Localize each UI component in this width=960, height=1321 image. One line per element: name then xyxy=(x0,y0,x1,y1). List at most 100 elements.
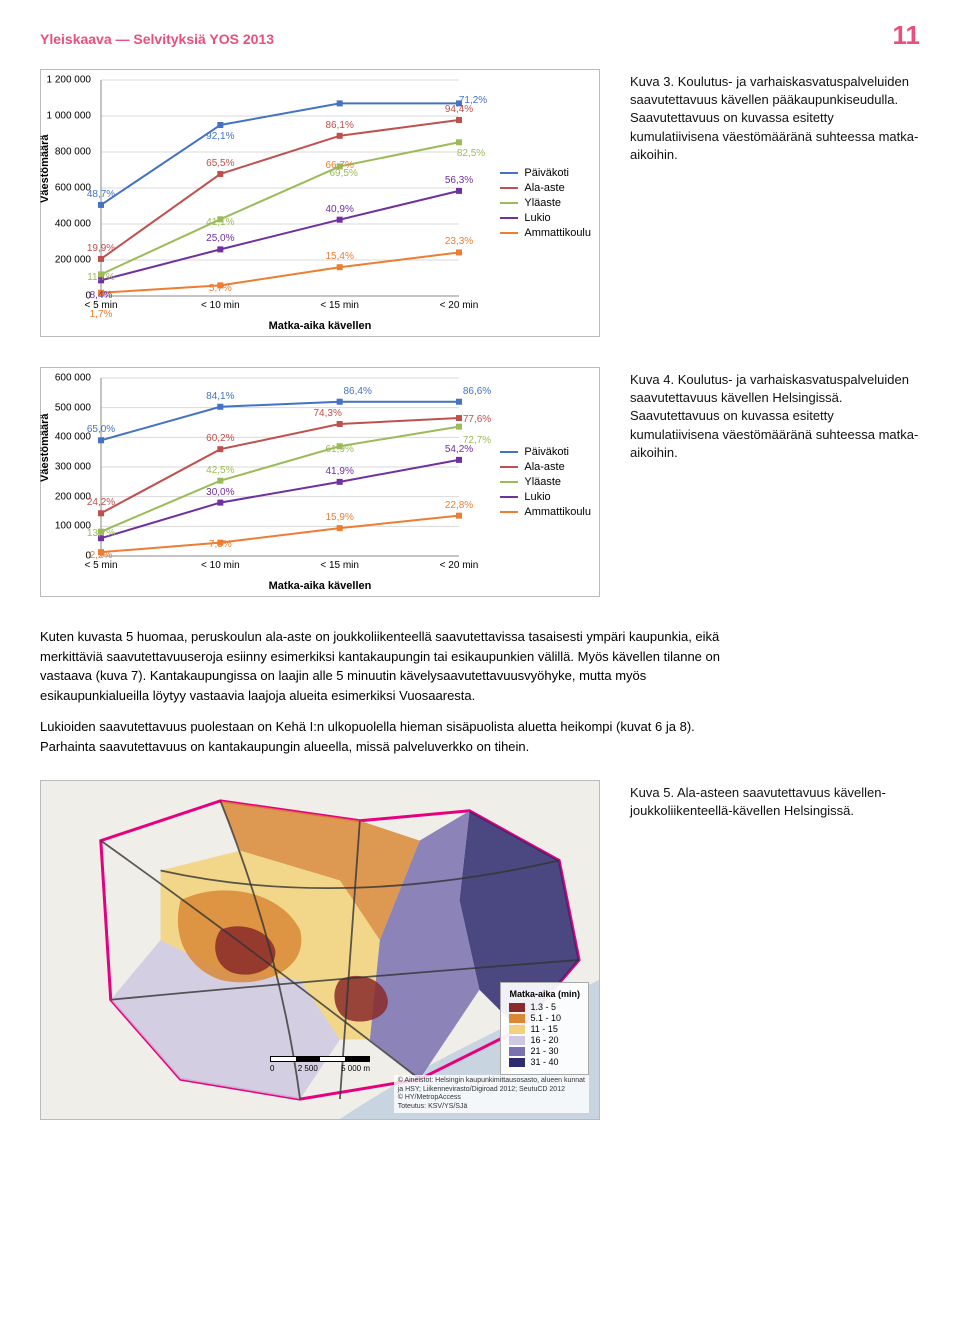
caption1-title: Kuva 3. xyxy=(630,74,674,89)
legend-label: Ammattikoulu xyxy=(524,227,591,239)
legend-swatch xyxy=(500,481,518,483)
map-credits-3: Toteutus: KSV/YS/SJä xyxy=(398,1103,585,1111)
chart2-plot: 65,0%84,1%86,4%86,6%24,2%60,2%74,3%77,6%… xyxy=(101,378,459,556)
ytick-label: 300 000 xyxy=(55,462,91,473)
map-legend-swatch xyxy=(509,1047,525,1056)
caption3: Kuva 5. Ala-asteen saavutettavuus kävell… xyxy=(630,780,920,820)
chart1-plot: 48,7%92,1%71,2%19,9%65,5%86,1%94,4%11,7%… xyxy=(101,80,459,296)
ytick-label: 800 000 xyxy=(55,147,91,158)
map-legend-title: Matka-aika (min) xyxy=(509,989,580,999)
legend-label: Päiväkoti xyxy=(524,446,569,458)
chart1-xticks: < 5 min< 10 min< 15 min< 20 min xyxy=(101,300,459,314)
legend-swatch xyxy=(500,172,518,174)
caption2-title: Kuva 4. xyxy=(630,372,674,387)
chart-datalabel: 41,1% xyxy=(206,217,234,228)
header-title: Yleiskaava — Selvityksiä YOS 2013 xyxy=(40,31,274,47)
chart-datalabel: 60,2% xyxy=(206,433,234,444)
map-scalebar: 0 2 500 5 000 m xyxy=(270,1056,370,1073)
xtick-label: < 15 min xyxy=(320,560,359,571)
legend-item: Ammattikoulu xyxy=(500,227,591,239)
ytick-label: 1 200 000 xyxy=(47,75,92,86)
chart2-row: Väestömäärä 0100 000200 000300 000400 00… xyxy=(40,367,920,597)
caption1-text: Koulutus- ja varhaiskasvatuspalveluiden … xyxy=(630,74,918,162)
chart-datalabel: 56,3% xyxy=(445,175,473,186)
legend-item: Lukio xyxy=(500,212,591,224)
ytick-label: 400 000 xyxy=(55,432,91,443)
chart-datalabel: 5,7% xyxy=(209,283,232,294)
chart-datalabel: 41,9% xyxy=(325,466,353,477)
legend-swatch xyxy=(500,217,518,219)
chart-datalabel: 25,0% xyxy=(206,233,234,244)
legend-swatch xyxy=(500,451,518,453)
ytick-label: 400 000 xyxy=(55,219,91,230)
caption2-text: Koulutus- ja varhaiskasvatuspalveluiden … xyxy=(630,372,918,460)
chart-datalabel: 7,5% xyxy=(209,539,232,550)
map-legend-swatch xyxy=(509,1025,525,1034)
ytick-label: 200 000 xyxy=(55,491,91,502)
page-number: 11 xyxy=(893,20,921,51)
ytick-label: 200 000 xyxy=(55,255,91,266)
map-credits-1: ja HSY; Liikennevirasto/Digiroad 2012; S… xyxy=(398,1086,585,1094)
legend-swatch xyxy=(500,202,518,204)
chart2-legend: PäiväkotiAla-asteYläasteLukioAmmattikoul… xyxy=(500,443,591,521)
body-text: Kuten kuvasta 5 huomaa, peruskoulun ala-… xyxy=(40,627,720,756)
chart-datalabel: 74,3% xyxy=(313,408,341,419)
chart-datalabel: 86,1% xyxy=(325,120,353,131)
xtick-label: < 20 min xyxy=(440,560,479,571)
chart-datalabel: 24,2% xyxy=(87,497,115,508)
chart-datalabel: 84,1% xyxy=(206,391,234,402)
map-legend-label: 16 - 20 xyxy=(530,1035,558,1045)
chart2-xlabel: Matka-aika kävellen xyxy=(41,580,599,592)
body-p2: Lukioiden saavutettavuus puolestaan on K… xyxy=(40,717,720,756)
xtick-label: < 5 min xyxy=(84,560,117,571)
ytick-label: 500 000 xyxy=(55,402,91,413)
chart1: Väestömäärä 0200 000400 000600 000800 00… xyxy=(40,69,600,337)
ytick-label: 600 000 xyxy=(55,373,91,384)
map-legend-swatch xyxy=(509,1036,525,1045)
xtick-label: < 10 min xyxy=(201,300,240,311)
legend-swatch xyxy=(500,496,518,498)
legend-item: Yläaste xyxy=(500,476,591,488)
chart-datalabel: 15,9% xyxy=(325,512,353,523)
caption1: Kuva 3. Koulutus- ja varhaiskasvatuspalv… xyxy=(630,69,920,164)
xtick-label: < 15 min xyxy=(320,300,359,311)
caption3-title: Kuva 5. xyxy=(630,785,674,800)
legend-item: Yläaste xyxy=(500,197,591,209)
chart-datalabel: 65,0% xyxy=(87,424,115,435)
scalebar-1: 2 500 xyxy=(298,1064,318,1073)
chart-datalabel: 86,4% xyxy=(343,386,371,397)
chart-datalabel: 94,4% xyxy=(445,104,473,115)
legend-swatch xyxy=(500,511,518,513)
chart-datalabel: 92,1% xyxy=(206,131,234,142)
legend-swatch xyxy=(500,466,518,468)
map-credits-0: © Aineistot: Helsingin kaupunkimittausos… xyxy=(398,1077,585,1085)
legend-item: Päiväkoti xyxy=(500,446,591,458)
chart1-xlabel: Matka-aika kävellen xyxy=(41,320,599,332)
map-credits-2: © HY/MetropAccess xyxy=(398,1094,585,1102)
map: 0 2 500 5 000 m Matka-aika (min) 1.3 - 5… xyxy=(40,780,600,1120)
chart-datalabel: 13,7% xyxy=(87,528,115,539)
map-legend-label: 1.3 - 5 xyxy=(530,1002,556,1012)
legend-swatch xyxy=(500,232,518,234)
chart2-box: Väestömäärä 0100 000200 000300 000400 00… xyxy=(40,367,600,597)
legend-label: Lukio xyxy=(524,491,550,503)
body-p1: Kuten kuvasta 5 huomaa, peruskoulun ala-… xyxy=(40,627,720,705)
map-legend-swatch xyxy=(509,1014,525,1023)
chart1-row: Väestömäärä 0200 000400 000600 000800 00… xyxy=(40,69,920,337)
chart-datalabel: 40,9% xyxy=(325,204,353,215)
chart-datalabel: 23,3% xyxy=(445,236,473,247)
chart-datalabel: 77,6% xyxy=(463,414,491,425)
caption2: Kuva 4. Koulutus- ja varhaiskasvatuspalv… xyxy=(630,367,920,462)
chart-datalabel: 82,5% xyxy=(457,148,485,159)
xtick-label: < 20 min xyxy=(440,300,479,311)
xtick-label: < 5 min xyxy=(84,300,117,311)
chart2-xticks: < 5 min< 10 min< 15 min< 20 min xyxy=(101,560,459,574)
map-row: 0 2 500 5 000 m Matka-aika (min) 1.3 - 5… xyxy=(40,780,920,1120)
legend-item: Päiväkoti xyxy=(500,167,591,179)
chart1-box: Väestömäärä 0200 000400 000600 000800 00… xyxy=(40,69,600,337)
chart-datalabel: 48,7% xyxy=(87,189,115,200)
map-legend-swatch xyxy=(509,1003,525,1012)
map-legend: Matka-aika (min) 1.3 - 55.1 - 1011 - 151… xyxy=(500,982,589,1075)
chart-datalabel: 30,0% xyxy=(206,486,234,497)
map-legend-label: 11 - 15 xyxy=(530,1024,557,1034)
